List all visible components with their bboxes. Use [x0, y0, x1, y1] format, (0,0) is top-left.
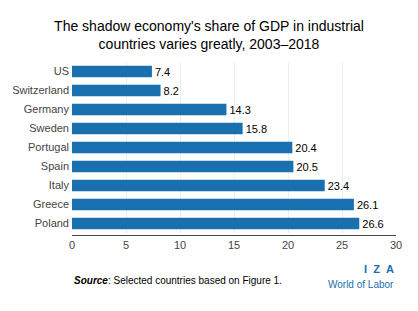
svg-text:10: 10: [174, 239, 186, 251]
svg-text:US: US: [54, 65, 69, 77]
svg-text:Greece: Greece: [33, 198, 69, 210]
svg-text:0: 0: [69, 239, 75, 251]
svg-text:15: 15: [228, 239, 240, 251]
svg-text:25: 25: [336, 239, 348, 251]
svg-text:8.2: 8.2: [164, 85, 179, 97]
svg-text:26.6: 26.6: [362, 218, 383, 230]
svg-text:23.4: 23.4: [328, 180, 349, 192]
svg-text:20.5: 20.5: [296, 161, 317, 173]
svg-text:Germany: Germany: [24, 103, 70, 115]
svg-text:Poland: Poland: [35, 217, 69, 229]
svg-text:Sweden: Sweden: [29, 122, 69, 134]
svg-text:Italy: Italy: [49, 179, 70, 191]
svg-text:Portugal: Portugal: [28, 141, 69, 153]
svg-text:Switzerland: Switzerland: [12, 84, 69, 96]
svg-text:30: 30: [390, 239, 402, 251]
svg-text:20: 20: [282, 239, 294, 251]
svg-text:7.4: 7.4: [155, 66, 170, 78]
svg-text:World of Labor: World of Labor: [328, 279, 394, 290]
svg-text:26.1: 26.1: [357, 199, 378, 211]
svg-text:Source: Selected countries bas: Source: Selected countries based on Figu…: [74, 275, 282, 286]
svg-text:Spain: Spain: [41, 160, 69, 172]
svg-text:20.4: 20.4: [295, 142, 316, 154]
svg-text:15.8: 15.8: [246, 123, 267, 135]
svg-text:14.3: 14.3: [229, 104, 250, 116]
svg-text:The shadow economy's share of: The shadow economy's share of GDP in ind…: [54, 18, 364, 52]
svg-text:I Z A: I Z A: [364, 263, 394, 275]
svg-text:5: 5: [123, 239, 129, 251]
